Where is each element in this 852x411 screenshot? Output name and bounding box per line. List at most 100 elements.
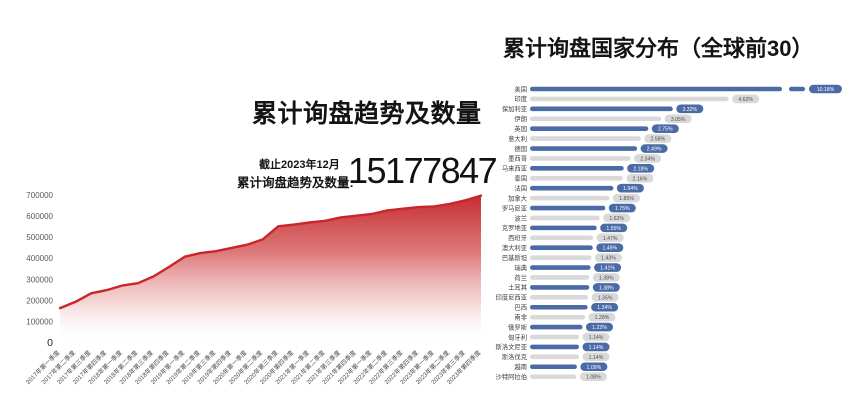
country-label: 瑞典	[514, 263, 527, 272]
value-pill	[640, 144, 668, 153]
country-label: 巴基斯坦	[502, 253, 528, 262]
value-pill	[613, 193, 640, 203]
value-label: 2.58%	[651, 137, 666, 143]
value-label: 1.22%	[592, 325, 607, 331]
bar	[530, 334, 579, 340]
bar-row: 印度尼西亚 1.35%	[496, 293, 619, 302]
value-label: 3.05%	[671, 117, 686, 123]
value-pill	[809, 84, 842, 94]
bar-row: 沙特阿拉伯 1.08%	[496, 372, 607, 381]
bar-row: 荷兰 1.38%	[514, 273, 620, 282]
value-pill	[579, 372, 607, 381]
value-label: 4.62%	[738, 97, 753, 103]
bar	[530, 195, 610, 201]
value-pill	[600, 223, 628, 233]
bar	[530, 295, 589, 300]
area-line	[58, 194, 483, 310]
country-label: 俄罗斯	[508, 322, 528, 331]
value-pill	[608, 203, 636, 213]
bar-chart-title: 累计询盘国家分布（全球前30）	[503, 36, 814, 61]
value-pill	[591, 302, 619, 312]
bar	[530, 225, 597, 231]
value-label: 2.75%	[658, 127, 673, 133]
value-label: 1.41%	[600, 266, 615, 272]
bar-row: 伊朗 3.05%	[514, 114, 692, 124]
bar-row: 越南 1.09%	[514, 362, 608, 372]
stat-caption: 截止2023年12月	[259, 159, 340, 171]
bar	[530, 324, 583, 330]
country-label: 印度尼西亚	[496, 293, 528, 302]
value-pill	[596, 233, 624, 243]
value-pill	[580, 362, 608, 372]
country-label: 美国	[514, 84, 527, 93]
bar-row: 匈牙利 1.14%	[508, 332, 610, 342]
country-label: 英国	[514, 124, 527, 133]
bar	[530, 374, 577, 379]
bar-segment	[530, 86, 782, 92]
value-label: 2.34%	[640, 156, 655, 162]
bar-row: 墨西哥 2.34%	[508, 154, 662, 163]
bar-row: 保加利亚 3.32%	[502, 104, 704, 114]
bar	[530, 106, 673, 112]
area-fill	[60, 195, 481, 343]
value-pill	[644, 134, 672, 143]
y-axis-tick: 500000	[26, 233, 53, 242]
cumulative-trend-area-chart: 0 100000 200000 300000 400000 500000 600000 700…	[24, 191, 483, 386]
country-label: 马来西亚	[502, 165, 528, 173]
value-label: 1.47%	[603, 236, 618, 242]
value-pill	[595, 253, 622, 262]
country-label: 澳大利亚	[502, 243, 528, 252]
bar	[530, 156, 631, 161]
value-pill	[651, 124, 679, 133]
value-pill	[588, 312, 616, 322]
bar	[530, 314, 585, 320]
value-label: 1.08%	[586, 375, 601, 381]
y-axis-tick: 400000	[26, 254, 53, 263]
bar	[530, 96, 729, 102]
country-label: 德国	[514, 144, 527, 153]
bar	[530, 255, 592, 260]
value-label: 3.32%	[682, 107, 697, 113]
value-pill	[616, 183, 644, 193]
bar	[530, 354, 579, 360]
bar-row: 克罗地亚 1.55%	[502, 223, 628, 233]
bar-row: 罗马尼亚 1.75%	[502, 203, 636, 213]
value-label: 1.75%	[615, 206, 630, 212]
bar-row: 泰国 2.16%	[514, 174, 654, 183]
bar	[530, 265, 591, 270]
value-label: 1.38%	[599, 275, 614, 281]
bar	[530, 304, 588, 310]
country-label: 加拿大	[508, 193, 528, 202]
country-label: 斯洛伐克	[502, 352, 528, 361]
value-pill	[627, 164, 655, 173]
value-pill	[634, 154, 662, 163]
bar-row: 澳大利亚 1.46%	[502, 243, 624, 253]
country-label: 沙特阿拉伯	[496, 372, 527, 381]
bar	[530, 275, 590, 280]
value-label: 1.94%	[623, 186, 638, 192]
value-label: 1.14%	[589, 345, 604, 351]
bar-row: 加拿大 1.85%	[508, 193, 640, 203]
bar-row: 西班牙 1.47%	[508, 233, 624, 243]
bar-row: 斯洛文尼亚 1.14%	[496, 342, 610, 352]
value-label: 1.85%	[619, 196, 634, 202]
country-label: 匈牙利	[508, 332, 527, 341]
bar-row: 瑞典 1.41%	[514, 263, 622, 272]
bar-row: 俄罗斯 1.22%	[508, 322, 613, 332]
value-label: 1.38%	[599, 285, 614, 291]
bar	[530, 285, 590, 290]
bar-row: 德国 2.49%	[514, 144, 668, 153]
value-label: 1.35%	[598, 295, 613, 301]
bar-row: 美国 10.18%	[514, 84, 842, 94]
bar	[530, 215, 600, 221]
value-pill	[596, 243, 624, 253]
value-pill	[592, 283, 620, 292]
y-axis-tick: 100000	[26, 318, 53, 327]
country-label: 南非	[514, 312, 527, 321]
value-pill	[594, 263, 622, 272]
country-label: 保加利亚	[502, 104, 528, 113]
country-label: 波兰	[514, 213, 527, 222]
bar	[530, 245, 593, 251]
bar-row: 法国 1.94%	[514, 183, 644, 193]
